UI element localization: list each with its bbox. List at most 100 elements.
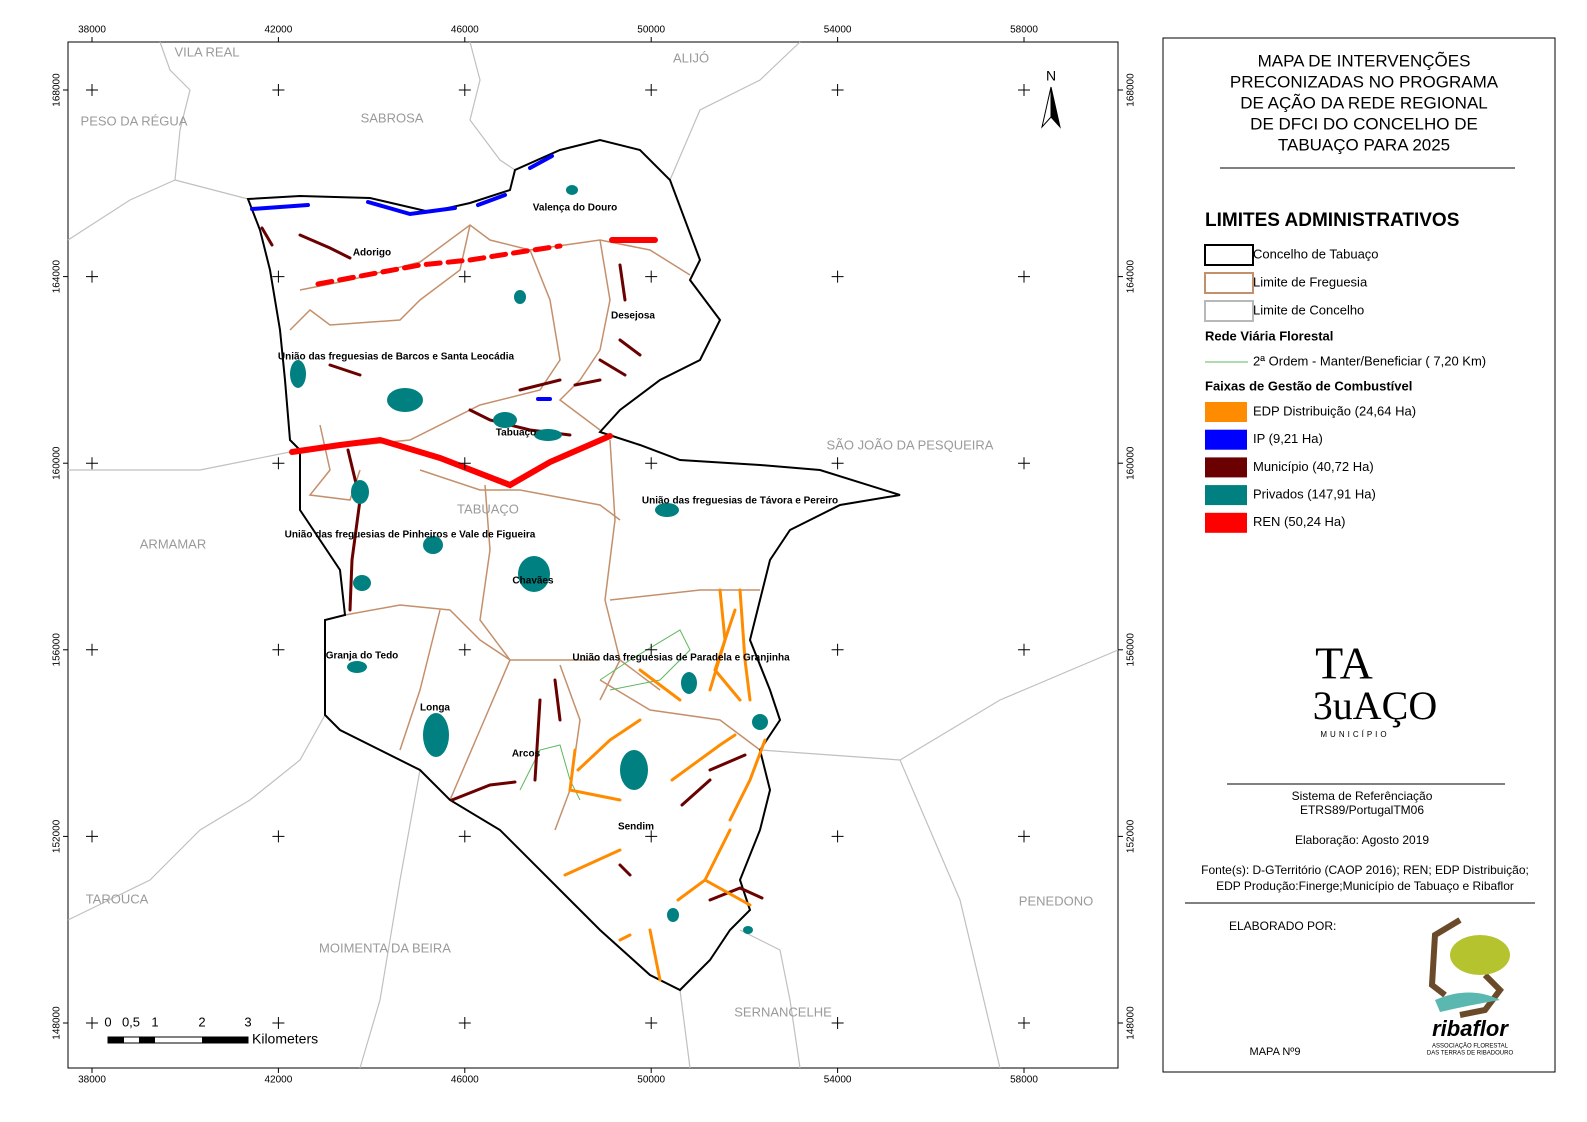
concelho-label: TABUAÇO — [457, 501, 519, 516]
x-tick-label: 50000 — [637, 1075, 665, 1086]
crs-text: Sistema de Referênciação — [1292, 789, 1433, 803]
logo-text: ribaflor — [1432, 1016, 1509, 1041]
x-tick-label: 58000 — [1010, 1075, 1038, 1086]
private-strips — [290, 185, 768, 934]
y-tick-label: 168000 — [52, 73, 63, 107]
grid-cross — [645, 457, 658, 470]
grid-cross — [86, 84, 98, 96]
grid-cross — [272, 270, 285, 283]
north-arrow — [1050, 86, 1061, 129]
neighbor-label: PENEDONO — [1019, 893, 1093, 908]
parish-boundaries — [289, 224, 761, 831]
x-tick-label: 58000 — [1010, 25, 1038, 36]
neighbor-label: MOIMENTA DA BEIRA — [319, 940, 451, 955]
grid-cross — [1018, 1017, 1030, 1029]
y-tick-label: 160000 — [52, 446, 63, 480]
legend-swatch — [1204, 244, 1254, 266]
grid-cross — [272, 830, 285, 843]
legend-swatch — [1204, 300, 1254, 322]
grid-cross — [831, 270, 844, 283]
grid-cross — [1018, 830, 1030, 843]
logo-text: ASSOCIAÇÃO FLORESTAL — [1432, 1043, 1509, 1050]
legend-label: IP (9,21 Ha) — [1253, 431, 1323, 446]
x-tick-label: 46000 — [451, 25, 479, 36]
map: VILA REAL ALIJÓ PESO DA RÉGUA SABROSA SÃ… — [52, 25, 1137, 1086]
grid-cross — [645, 643, 658, 656]
legend-subheading: Faixas de Gestão de Combustível — [1205, 378, 1412, 393]
title-line: PRECONIZADAS NO PROGRAMA — [1230, 72, 1499, 91]
legend-label: 2ª Ordem - Manter/Beneficiar ( 7,20 Km) — [1253, 353, 1486, 368]
date-text: Elaboração: Agosto 2019 — [1295, 833, 1429, 847]
neighbor-label: SERNANCELHE — [734, 1004, 832, 1019]
map-frame — [67, 41, 1119, 1069]
logo-text: MUNICÍPIO — [1320, 730, 1389, 739]
grid-cross — [272, 457, 285, 470]
fuel-strips — [250, 154, 767, 982]
scale-label: 0,5 — [122, 1014, 140, 1029]
scale-label: 3 — [244, 1014, 251, 1029]
parish-label: Longa — [420, 703, 450, 714]
parish-label: União das freguesias de Paradela e Granj… — [572, 653, 790, 664]
y-tick-label: 156000 — [52, 633, 63, 667]
y-tick-label: 148000 — [1126, 1006, 1137, 1040]
parish-label: União das freguesias de Barcos e Santa L… — [278, 352, 515, 363]
x-tick-label: 38000 — [78, 25, 106, 36]
legend-swatch — [1205, 457, 1247, 478]
grid-cross — [1018, 84, 1030, 96]
y-tick-label: 168000 — [1126, 73, 1137, 107]
grid-cross — [458, 270, 471, 283]
forest-road — [519, 744, 581, 801]
grid-cross — [458, 84, 471, 96]
scale-label: 2 — [198, 1014, 205, 1029]
parish-label: Adorigo — [353, 248, 391, 259]
parish-label: Granja do Tedo — [326, 651, 399, 662]
concelho-boundary — [246, 138, 901, 992]
x-tick-label: 38000 — [78, 1075, 106, 1086]
legend-label: Município (40,72 Ha) — [1253, 459, 1374, 474]
grid-cross — [86, 643, 98, 656]
grid-cross — [1018, 270, 1030, 283]
title-line: MAPA DE INTERVENÇÕES — [1258, 51, 1471, 70]
parish-label: Sendim — [618, 822, 654, 833]
legend-label: EDP Distribuição (24,64 Ha) — [1253, 403, 1416, 418]
grid-cross — [458, 457, 471, 470]
parish-label: União das freguesias de Távora e Pereiro — [642, 496, 838, 507]
grid-cross — [831, 84, 844, 96]
neighbor-label: ALIJÓ — [673, 50, 709, 65]
title-line: TABUAÇO PARA 2025 — [1278, 135, 1450, 154]
grid-cross — [831, 643, 844, 656]
legend-swatch — [1204, 272, 1254, 294]
scale-bar — [107, 1036, 249, 1044]
title-line: DE AÇÃO DA REDE REGIONAL — [1240, 93, 1488, 112]
y-tick-label: 164000 — [1126, 259, 1137, 293]
grid-cross — [831, 457, 844, 470]
neighbor-boundaries — [67, 41, 1119, 1069]
grid-cross — [1018, 643, 1030, 656]
grid-cross — [272, 84, 285, 96]
legend-label: REN (50,24 Ha) — [1253, 514, 1345, 529]
x-tick-label: 54000 — [824, 25, 852, 36]
parish-label: União das freguesias de Pinheiros e Vale… — [285, 530, 536, 541]
grid-cross — [645, 270, 658, 283]
scale-label: 1 — [151, 1014, 158, 1029]
title-line: DE DFCI DO CONCELHO DE — [1250, 114, 1478, 133]
parish-label: Valença do Douro — [533, 203, 617, 214]
grid-cross — [645, 1017, 658, 1029]
grid-cross — [831, 830, 844, 843]
sources-text: Fonte(s): D-GTerritório (CAOP 2016); REN… — [1201, 863, 1529, 877]
legend-swatch — [1205, 429, 1247, 450]
scale-unit: Kilometers — [252, 1031, 318, 1047]
legend-swatch — [1205, 402, 1247, 422]
parish-label: Chavães — [512, 576, 554, 587]
logo-text: 3uAÇO — [1313, 683, 1437, 728]
parish-label: Arcos — [512, 749, 541, 760]
legend-swatch — [1205, 485, 1247, 506]
x-tick-label: 42000 — [264, 1075, 292, 1086]
legend-label: Limite de Freguesia — [1253, 274, 1368, 289]
y-tick-label: 160000 — [1126, 446, 1137, 480]
grid-cross — [86, 270, 98, 283]
made-by: ELABORADO POR: — [1229, 919, 1336, 933]
north-label: N — [1046, 68, 1056, 84]
ribaflor-emblem — [1428, 917, 1510, 1018]
